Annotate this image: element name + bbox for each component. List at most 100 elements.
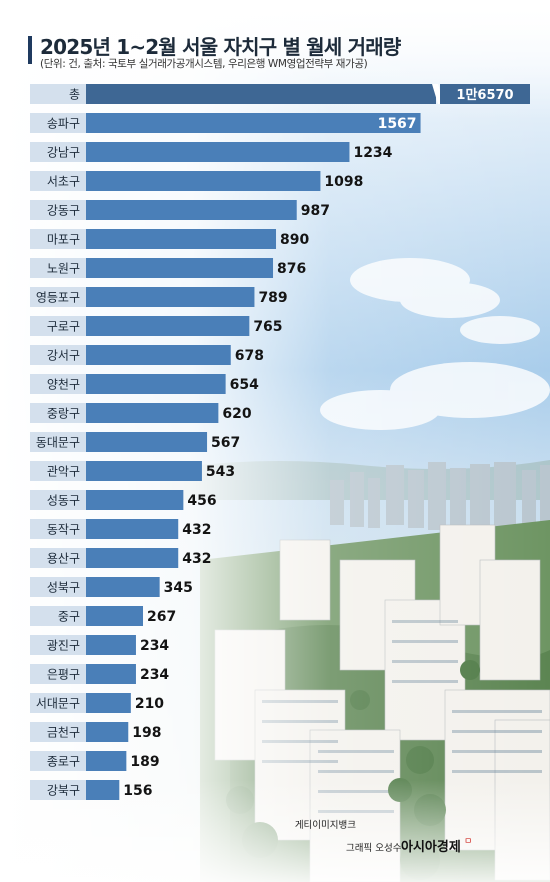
category-label: 노원구	[47, 262, 80, 276]
category-label-box	[30, 693, 86, 713]
image-source-credit: 게티이미지뱅크	[294, 820, 356, 831]
bar	[86, 403, 219, 423]
bar	[86, 113, 421, 133]
brand-logo-text: 아시아경제	[401, 840, 461, 855]
data-label: 876	[277, 261, 306, 277]
title-accent-bar	[28, 36, 32, 64]
category-label-box	[30, 374, 86, 394]
category-label: 동대문구	[36, 436, 80, 450]
bar	[86, 432, 208, 452]
category-label-box	[30, 577, 86, 597]
category-label: 총	[69, 88, 80, 102]
category-label: 구로구	[47, 320, 80, 334]
data-label: 345	[164, 580, 193, 596]
total-value-box	[440, 84, 530, 104]
brand-mark-icon: ㅁ	[464, 837, 473, 847]
category-label: 성동구	[47, 494, 80, 508]
category-label-box	[30, 635, 86, 655]
category-label: 금천구	[47, 725, 80, 740]
bar	[86, 287, 255, 307]
data-label: 1098	[324, 174, 363, 190]
data-label: 432	[182, 551, 211, 567]
category-label: 강남구	[47, 146, 80, 160]
data-label: 1만6570	[456, 87, 513, 103]
bar	[86, 142, 350, 162]
category-label: 서대문구	[36, 697, 80, 711]
category-label-box	[30, 258, 86, 278]
bar	[86, 780, 120, 800]
data-label: 567	[211, 435, 240, 451]
category-label-box	[30, 519, 86, 539]
category-label-box	[30, 664, 86, 684]
category-label: 송파구	[47, 117, 80, 131]
data-label: 210	[135, 696, 164, 712]
bar	[86, 577, 160, 597]
data-label: 789	[258, 290, 287, 306]
data-label: 765	[253, 319, 282, 335]
category-label-box	[30, 432, 86, 452]
bar	[86, 171, 321, 191]
data-label: 987	[301, 203, 330, 219]
data-label: 1567	[378, 116, 417, 132]
category-label: 영등포구	[36, 291, 80, 305]
category-label-box	[30, 461, 86, 481]
category-label-box	[30, 316, 86, 336]
bar	[86, 461, 202, 481]
category-label: 동작구	[47, 523, 80, 537]
category-label-box	[30, 403, 86, 423]
category-label: 성북구	[47, 581, 80, 595]
data-label: 267	[147, 609, 176, 625]
category-label: 강서구	[47, 349, 80, 363]
category-label: 강동구	[47, 204, 80, 218]
bar	[86, 548, 179, 568]
bar	[86, 722, 129, 742]
data-label: 654	[230, 377, 259, 393]
category-label-box	[30, 780, 86, 800]
category-label: 은평구	[47, 668, 80, 682]
data-label: 156	[123, 783, 152, 799]
category-label-box	[30, 548, 86, 568]
category-label: 양천구	[47, 377, 80, 392]
category-label-box	[30, 751, 86, 771]
bar	[86, 345, 231, 365]
bar	[86, 258, 274, 278]
category-label-box	[30, 490, 86, 510]
category-label: 관악구	[47, 465, 80, 479]
category-label: 중랑구	[47, 407, 80, 421]
category-label-box	[30, 200, 86, 220]
data-label: 234	[140, 667, 169, 683]
data-label: 456	[187, 493, 216, 509]
category-label: 마포구	[47, 233, 80, 247]
category-label-box	[30, 606, 86, 626]
data-label: 890	[280, 232, 309, 248]
data-label: 543	[206, 464, 235, 480]
category-label: 강북구	[47, 784, 80, 798]
bar	[86, 374, 226, 394]
category-label-box	[30, 345, 86, 365]
graphic-credit: 그래픽 오성수	[346, 843, 402, 854]
category-label-box	[30, 171, 86, 191]
data-label: 1234	[353, 145, 392, 161]
category-label-box	[30, 722, 86, 742]
category-label-box	[30, 142, 86, 162]
chart-subtitle: (단위: 건, 출처: 국토부 실거래가공개시스템, 우리은행 WM영업전략부 …	[40, 58, 368, 70]
category-label: 서초구	[47, 175, 80, 189]
data-label: 620	[222, 406, 251, 422]
data-label: 678	[235, 348, 264, 364]
category-label-box	[30, 229, 86, 249]
category-label-box	[30, 287, 86, 307]
category-label-box	[30, 84, 86, 104]
bar	[86, 751, 127, 771]
category-label: 중구	[58, 610, 80, 624]
bar	[86, 200, 297, 220]
data-label: 234	[140, 638, 169, 654]
bar-total	[86, 84, 436, 104]
bar	[86, 664, 136, 684]
chart-title: 2025년 1~2월 서울 자치구 별 월세 거래량	[40, 35, 401, 59]
bar	[86, 316, 250, 336]
data-label: 432	[182, 522, 211, 538]
bar	[86, 693, 131, 713]
bar-chart: 총 1만6570 송파구 1567 강남구 1234 서초구 1098 강동구 987 마포구 890…	[30, 84, 530, 800]
bar	[86, 635, 136, 655]
bar	[86, 229, 277, 249]
